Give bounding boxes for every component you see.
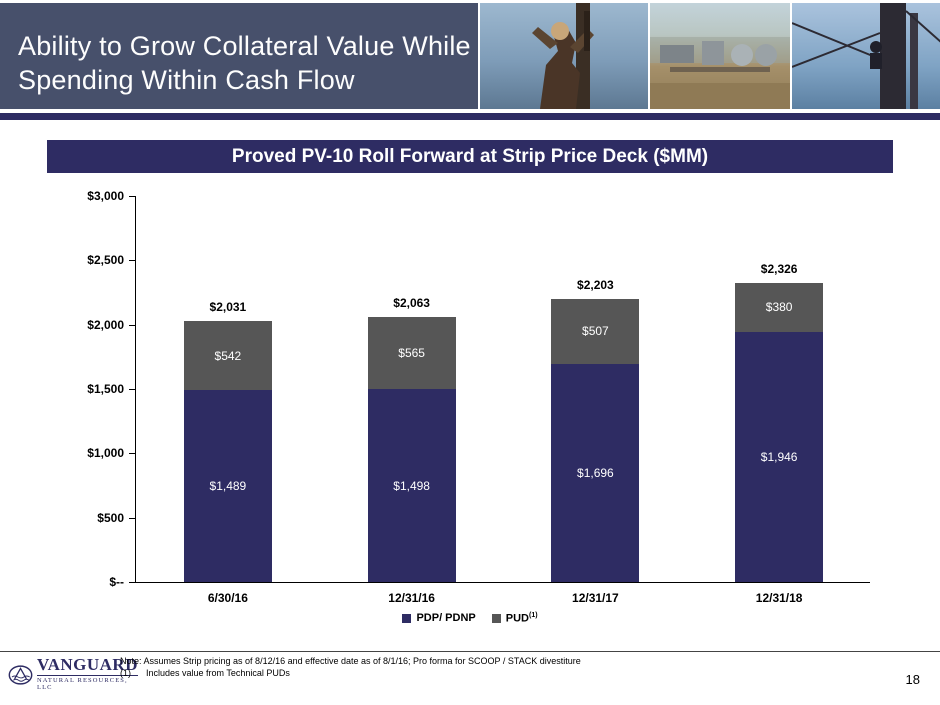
y-axis-tick [129,260,136,262]
bar-chart-plot: $-- $500 $1,000 $1,500 $2,000 $2,500 $3,000 $1,… [87,189,870,605]
footnote-line1: Note: Assumes Strip pricing as of 8/12/1… [120,656,581,666]
bar-total-label: $2,031 [209,299,247,314]
legend-label: PDP/ PDNP [416,612,476,625]
y-axis-tick [129,389,136,390]
legend-label: PUD(1) [505,612,538,625]
bar-segment-value-label: $1,489 [209,479,247,494]
bar-total-label: $2,326 [760,261,798,276]
y-axis-label: $3,000 [87,189,124,203]
legend-swatch [402,613,412,623]
footer-divider [0,651,940,652]
bar-segment-value-label: $380 [765,300,793,315]
vanguard-logo-emblem [8,665,33,685]
legend-item: PDP/ PDNP [402,612,476,625]
x-axis-category-label: 12/31/17 [572,591,619,605]
y-axis-label: $-- [109,575,124,589]
chart-title-banner: Proved PV-10 Roll Forward at Strip Price… [47,140,893,173]
bar-segment-value-label: $542 [214,348,242,363]
bar-total-label: $2,063 [393,295,430,310]
y-axis-label: $1,500 [87,382,124,396]
bar-segment-value-label: $507 [582,324,609,339]
header-photos [478,3,940,109]
bar-segment-pdp-pdnp: $1,489 [183,390,272,582]
photo-rig [790,3,940,109]
y-axis-tick [129,196,136,197]
y-axis-label: $2,000 [87,317,124,332]
bar-segment-pud: $565 [367,316,456,390]
slide-title-line2: Spending Within Cash Flow [18,65,355,95]
logo-subtitle: NATURAL RESOURCES, LLC [37,675,138,691]
bar-segment-pud: $507 [551,298,640,364]
y-axis-tick [129,453,136,455]
footnote-ref: (1) [120,668,131,678]
bar-segment-pud: $542 [183,320,272,391]
y-axis-label: $500 [97,510,124,525]
page-number: 18 [905,672,920,687]
y-axis-tick [129,517,136,519]
x-axis-category-label: 12/31/18 [755,591,803,605]
y-axis-tick [129,582,136,583]
legend-swatch [491,613,501,623]
slide-title: Ability to Grow Collateral Value While S… [18,29,471,97]
bar-segment-value-label: $565 [398,345,425,360]
footnote-line2: (1) Includes value from Technical PUDs [120,667,581,679]
chart-legend: PDP/ PDNP PUD(1) [0,612,940,625]
slide-header: Ability to Grow Collateral Value While S… [0,3,940,109]
bar-segment-pdp-pdnp: $1,946 [735,331,824,582]
y-axis-label: $1,000 [87,446,124,461]
bar-segment-value-label: $1,498 [393,478,430,493]
vanguard-logo: VANGUARD NATURAL RESOURCES, LLC [8,656,138,691]
footnote-text: Includes value from Technical PUDs [146,668,290,678]
footnotes: Note: Assumes Strip pricing as of 8/12/1… [120,655,581,679]
bar-segment-pud: $380 [735,282,824,332]
y-axis-label: $2,500 [87,253,124,268]
x-axis-category-label: 12/31/16 [388,591,435,605]
bar-total-label: $2,203 [577,277,614,292]
x-axis-category-label: 6/30/16 [207,591,248,605]
photo-facility [648,3,790,109]
header-accent-strip [0,113,940,120]
slide-title-line1: Ability to Grow Collateral Value While [18,31,471,61]
y-axis-tick [129,324,136,326]
photo-oil-worker [478,3,648,109]
legend-item: PUD(1) [491,612,538,625]
bar-segment-value-label: $1,696 [577,465,614,480]
logo-name: VANGUARD [37,655,138,674]
bar-segment-pdp-pdnp: $1,696 [551,363,640,582]
bar-segment-pdp-pdnp: $1,498 [367,389,456,582]
bar-segment-value-label: $1,946 [760,449,798,464]
